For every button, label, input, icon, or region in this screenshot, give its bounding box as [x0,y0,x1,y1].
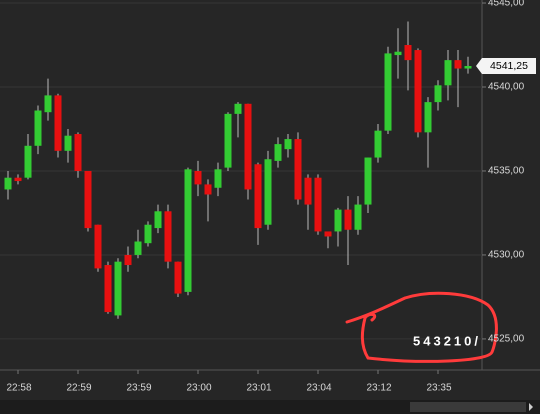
candle-body [154,211,162,229]
x-tick-label: 23:59 [126,383,151,394]
x-tick-label: 23:35 [426,383,451,394]
candle-body [44,95,52,113]
annotation: 543210/ [413,333,481,348]
candle-body [144,224,152,244]
price-marker [476,58,536,75]
candle-body [194,170,202,185]
candle-body [164,211,172,262]
candle-body [174,261,182,294]
candle-body [334,209,342,232]
y-tick-label: 4535,00 [488,166,525,177]
candle-body [94,224,102,269]
candle-body [404,45,412,61]
scroll-arrow[interactable] [529,403,533,411]
candle-body [104,265,112,313]
y-tick-label: 4530,00 [488,250,525,261]
x-tick-label: 23:12 [366,383,391,394]
candle-body [294,139,302,200]
candle-body [364,157,372,205]
candle-body [214,169,222,188]
candle-body [244,103,252,190]
candle-body [304,177,312,205]
candle-body [454,60,462,69]
candle-body [184,169,192,292]
candle-body [264,159,272,225]
candle-body [414,50,422,133]
candle-body [134,241,142,255]
candle-body [54,95,62,151]
candle-body [254,164,262,229]
candle-body [4,177,12,190]
candle-body [274,144,282,161]
hand-drawn-circle [345,291,498,363]
price-marker-label: 4541,25 [490,60,528,72]
candle-body [394,51,402,56]
candle-body [234,103,242,114]
y-tick-label: 4545,00 [488,0,525,9]
candle-body [374,130,382,158]
x-tick-label: 23:01 [246,383,271,394]
candle-body [114,261,122,316]
plot [0,2,482,340]
x-tick-label: 22:58 [6,383,31,394]
candle-body [204,184,212,195]
candle-body [314,177,322,232]
x-tick-label: 22:59 [66,383,91,394]
scrollbar[interactable] [0,400,540,414]
candle-body [124,254,132,266]
candle-body [14,177,22,182]
candle-body [64,135,72,151]
candle-body [284,139,292,150]
candle-body [224,113,232,168]
candle-body [424,102,432,133]
candle-body [74,134,82,171]
candle-body [464,66,472,69]
candle-body [434,85,442,103]
scroll-thumb[interactable] [410,402,526,412]
candle-body [354,204,362,230]
candle-body [384,53,392,131]
candle-body [34,110,42,146]
x-tick-label: 23:00 [186,383,211,394]
candle-body [24,145,32,178]
candle-body [84,170,92,229]
y-tick-label: 4540,00 [488,82,525,93]
candle-body [444,60,452,86]
x-tick-label: 23:04 [306,383,331,394]
y-tick-label: 4525,00 [488,334,525,345]
candle-body [324,231,332,237]
candle-body [344,209,352,230]
